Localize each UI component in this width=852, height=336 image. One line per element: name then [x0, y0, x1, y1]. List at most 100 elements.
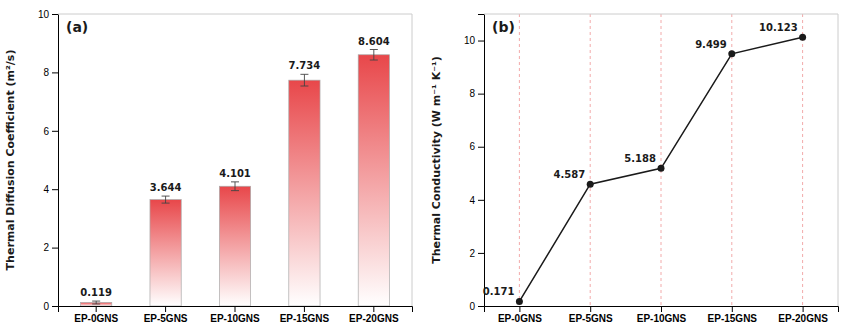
x-tick: EP-5GNS — [569, 306, 613, 324]
tick-mark — [519, 306, 520, 312]
y-tick: 10 — [38, 9, 58, 20]
marker — [799, 34, 806, 41]
axis-line — [59, 307, 413, 313]
bar — [150, 200, 181, 306]
chart: EP-0GNS EP-5GNS EP-10GNS EP-15GNS EP-20GNS 0 2… — [0, 0, 852, 336]
y-tick: 8 — [469, 88, 484, 99]
data-label: 3.644 — [150, 182, 182, 193]
tick-label: EP-15GNS — [708, 313, 758, 324]
error-bar — [162, 196, 170, 203]
tick-mark — [96, 306, 97, 312]
grid-line — [519, 14, 520, 306]
data-label: 4.587 — [554, 169, 586, 180]
x-axis: EP-0GNS EP-5GNS EP-10GNS EP-15GNS EP-20GNS — [59, 306, 413, 324]
data-label: 4.101 — [219, 168, 251, 179]
error-bar-line — [92, 301, 100, 304]
marker — [587, 181, 594, 188]
marks — [81, 50, 390, 306]
tick-label: 8 — [469, 88, 475, 99]
marks — [516, 34, 806, 305]
y-tick: 6 — [469, 141, 484, 152]
bar — [219, 186, 250, 306]
data-labels: 0.171 4.587 5.188 9.499 10.123 — [483, 22, 798, 297]
tick-label: EP-5GNS — [144, 313, 188, 324]
error-bar-line — [370, 50, 378, 61]
bar — [358, 55, 389, 306]
x-tick: EP-10GNS — [210, 306, 260, 324]
error-bar-line — [231, 182, 239, 191]
tick-mark — [52, 306, 58, 307]
panel: EP-0GNS EP-5GNS EP-10GNS EP-15GNS EP-20GNS 0 2… — [430, 14, 839, 324]
tick-label: EP-0GNS — [74, 313, 118, 324]
axis-line — [478, 15, 485, 307]
data-label: 0.171 — [483, 286, 515, 297]
tick-mark — [52, 248, 58, 249]
marker — [728, 50, 735, 57]
data-label: 9.499 — [695, 39, 727, 50]
error-bar — [92, 301, 100, 304]
grid — [519, 14, 802, 306]
tick-label: 2 — [469, 248, 475, 259]
data-labels: 0.119 3.644 4.101 7.734 8.604 — [80, 36, 389, 299]
tick-label: 4 — [469, 195, 475, 206]
grid-line — [802, 14, 803, 306]
marker — [516, 298, 523, 305]
tick-mark — [478, 94, 484, 95]
y-tick: 8 — [43, 67, 58, 78]
y-tick: 4 — [43, 184, 58, 195]
data-label: 0.119 — [80, 287, 112, 298]
tick-label: 4 — [43, 184, 49, 195]
marker — [658, 165, 665, 172]
tick-mark — [478, 306, 484, 307]
tick-label: 2 — [43, 242, 49, 253]
data-label: 10.123 — [759, 22, 798, 33]
x-tick: EP-20GNS — [778, 306, 828, 324]
data-label: 7.734 — [289, 60, 321, 71]
line — [519, 37, 802, 301]
tick-label: EP-20GNS — [778, 313, 828, 324]
tick-mark — [373, 306, 374, 312]
error-bar — [300, 74, 308, 86]
y-tick: 6 — [43, 126, 58, 137]
tick-mark — [52, 131, 58, 132]
tick-mark — [478, 41, 484, 42]
error-bar-line — [162, 196, 170, 203]
tick-mark — [52, 72, 58, 73]
panel-label: (b) — [492, 19, 515, 35]
panel: EP-0GNS EP-5GNS EP-10GNS EP-15GNS EP-20GNS 0 2… — [4, 9, 413, 324]
tick-mark — [235, 306, 236, 312]
data-label: 5.188 — [624, 153, 656, 164]
bar — [289, 80, 320, 306]
tick-label: 0 — [469, 301, 475, 312]
tick-label: EP-15GNS — [280, 313, 330, 324]
chart-container: EP-0GNS EP-5GNS EP-10GNS EP-15GNS EP-20GNS 0 2… — [0, 0, 852, 336]
y-tick: 10 — [464, 35, 484, 46]
data-label: 8.604 — [358, 36, 390, 47]
tick-label: EP-0GNS — [498, 313, 542, 324]
tick-label: 6 — [469, 141, 475, 152]
tick-label: EP-10GNS — [210, 313, 260, 324]
x-tick: EP-20GNS — [349, 306, 399, 324]
x-tick: EP-0GNS — [74, 306, 118, 324]
tick-label: 10 — [38, 9, 50, 20]
y-axis-title: Thermal Diffusion Coefficient (m²/s) — [4, 50, 17, 271]
plot-frame — [58, 14, 412, 306]
tick-mark — [478, 147, 484, 148]
grid-line — [661, 14, 662, 306]
y-axis: 0 2 4 6 8 10 — [38, 9, 59, 312]
error-bar-line — [300, 74, 308, 86]
tick-mark — [732, 306, 733, 312]
tick-label: 8 — [43, 67, 49, 78]
tick-label: 0 — [43, 301, 49, 312]
tick-mark — [165, 306, 166, 312]
tick-label: EP-5GNS — [569, 313, 613, 324]
grid-line — [590, 14, 591, 306]
x-tick: EP-5GNS — [144, 306, 188, 324]
error-bar — [370, 50, 378, 61]
y-tick: 2 — [469, 248, 484, 259]
x-tick: EP-10GNS — [637, 306, 687, 324]
tick-label: EP-10GNS — [637, 313, 687, 324]
plot-frame — [484, 14, 838, 306]
tick-label: EP-20GNS — [349, 313, 399, 324]
tick-mark — [478, 200, 484, 201]
